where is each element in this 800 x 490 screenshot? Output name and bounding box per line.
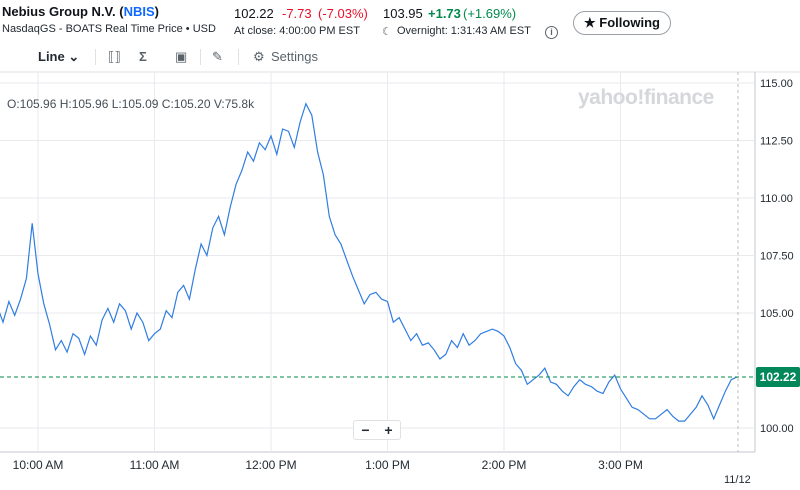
info-icon[interactable]: i [545,26,558,39]
ticker-symbol-link[interactable]: NBIS [123,4,155,19]
toolbar-divider [200,49,201,65]
following-button[interactable]: ★ Following [573,11,671,35]
last-price: 102.22 [234,6,274,21]
company-title: Nebius Group N.V. (NBIS) [2,4,160,19]
moon-icon: ☾ [382,26,392,38]
overnight-time-label: Overnight: 1:31:43 AM EST [397,25,531,37]
yahoo-finance-watermark: yahoo!finance [578,86,714,109]
gear-icon[interactable]: ⚙ [253,49,265,64]
overnight-change: +1.73 [428,6,461,21]
indicators-icon[interactable]: ⟦⟧ [108,49,121,64]
x-tick-label: 3:00 PM [598,458,643,472]
overnight-change-percent: (+1.69%) [463,6,517,21]
calendar-icon[interactable]: ▣ [175,49,188,64]
y-tick-label: 115.00 [760,78,793,90]
toolbar-divider [238,49,239,65]
current-price-badge [756,366,800,387]
settings-button[interactable]: Settings [271,49,318,64]
y-tick-label: 110.00 [760,193,793,205]
pencil-icon[interactable]: ✎ [212,49,223,64]
x-tick-label: 2:00 PM [482,458,527,472]
toolbar-divider [95,49,96,65]
close-time-label: At close: 4:00:00 PM EST [234,25,360,37]
overnight-price: 103.95 [383,6,423,21]
chart-type-dropdown[interactable]: Line ⌄ [38,49,80,64]
sigma-icon[interactable]: Σ [139,49,147,64]
current-price-label: 102.22 [760,370,797,384]
y-tick-label: 105.00 [760,308,794,320]
date-axis-label: 11/12 [724,474,751,486]
zoom-in-button[interactable]: + [384,422,393,438]
price-change-percent: (-7.03%) [318,6,368,21]
zoom-control: − + [353,420,401,440]
ohlc-readout: O:105.96 H:105.96 L:105.09 C:105.20 V:75… [7,97,255,111]
x-tick-label: 12:00 PM [245,458,296,472]
company-name: Nebius Group N.V. [2,4,116,19]
x-tick-label: 10:00 AM [13,458,64,472]
zoom-out-button[interactable]: − [361,422,370,438]
y-tick-label: 100.00 [760,423,794,435]
price-line [0,102,738,422]
x-tick-label: 11:00 AM [130,458,180,472]
x-tick-label: 1:00 PM [365,458,410,472]
y-tick-label: 112.50 [760,136,793,148]
exchange-line: NasdaqGS - BOATS Real Time Price • USD [2,23,216,35]
y-tick-label: 107.50 [760,251,794,263]
price-change: -7.73 [282,6,312,21]
